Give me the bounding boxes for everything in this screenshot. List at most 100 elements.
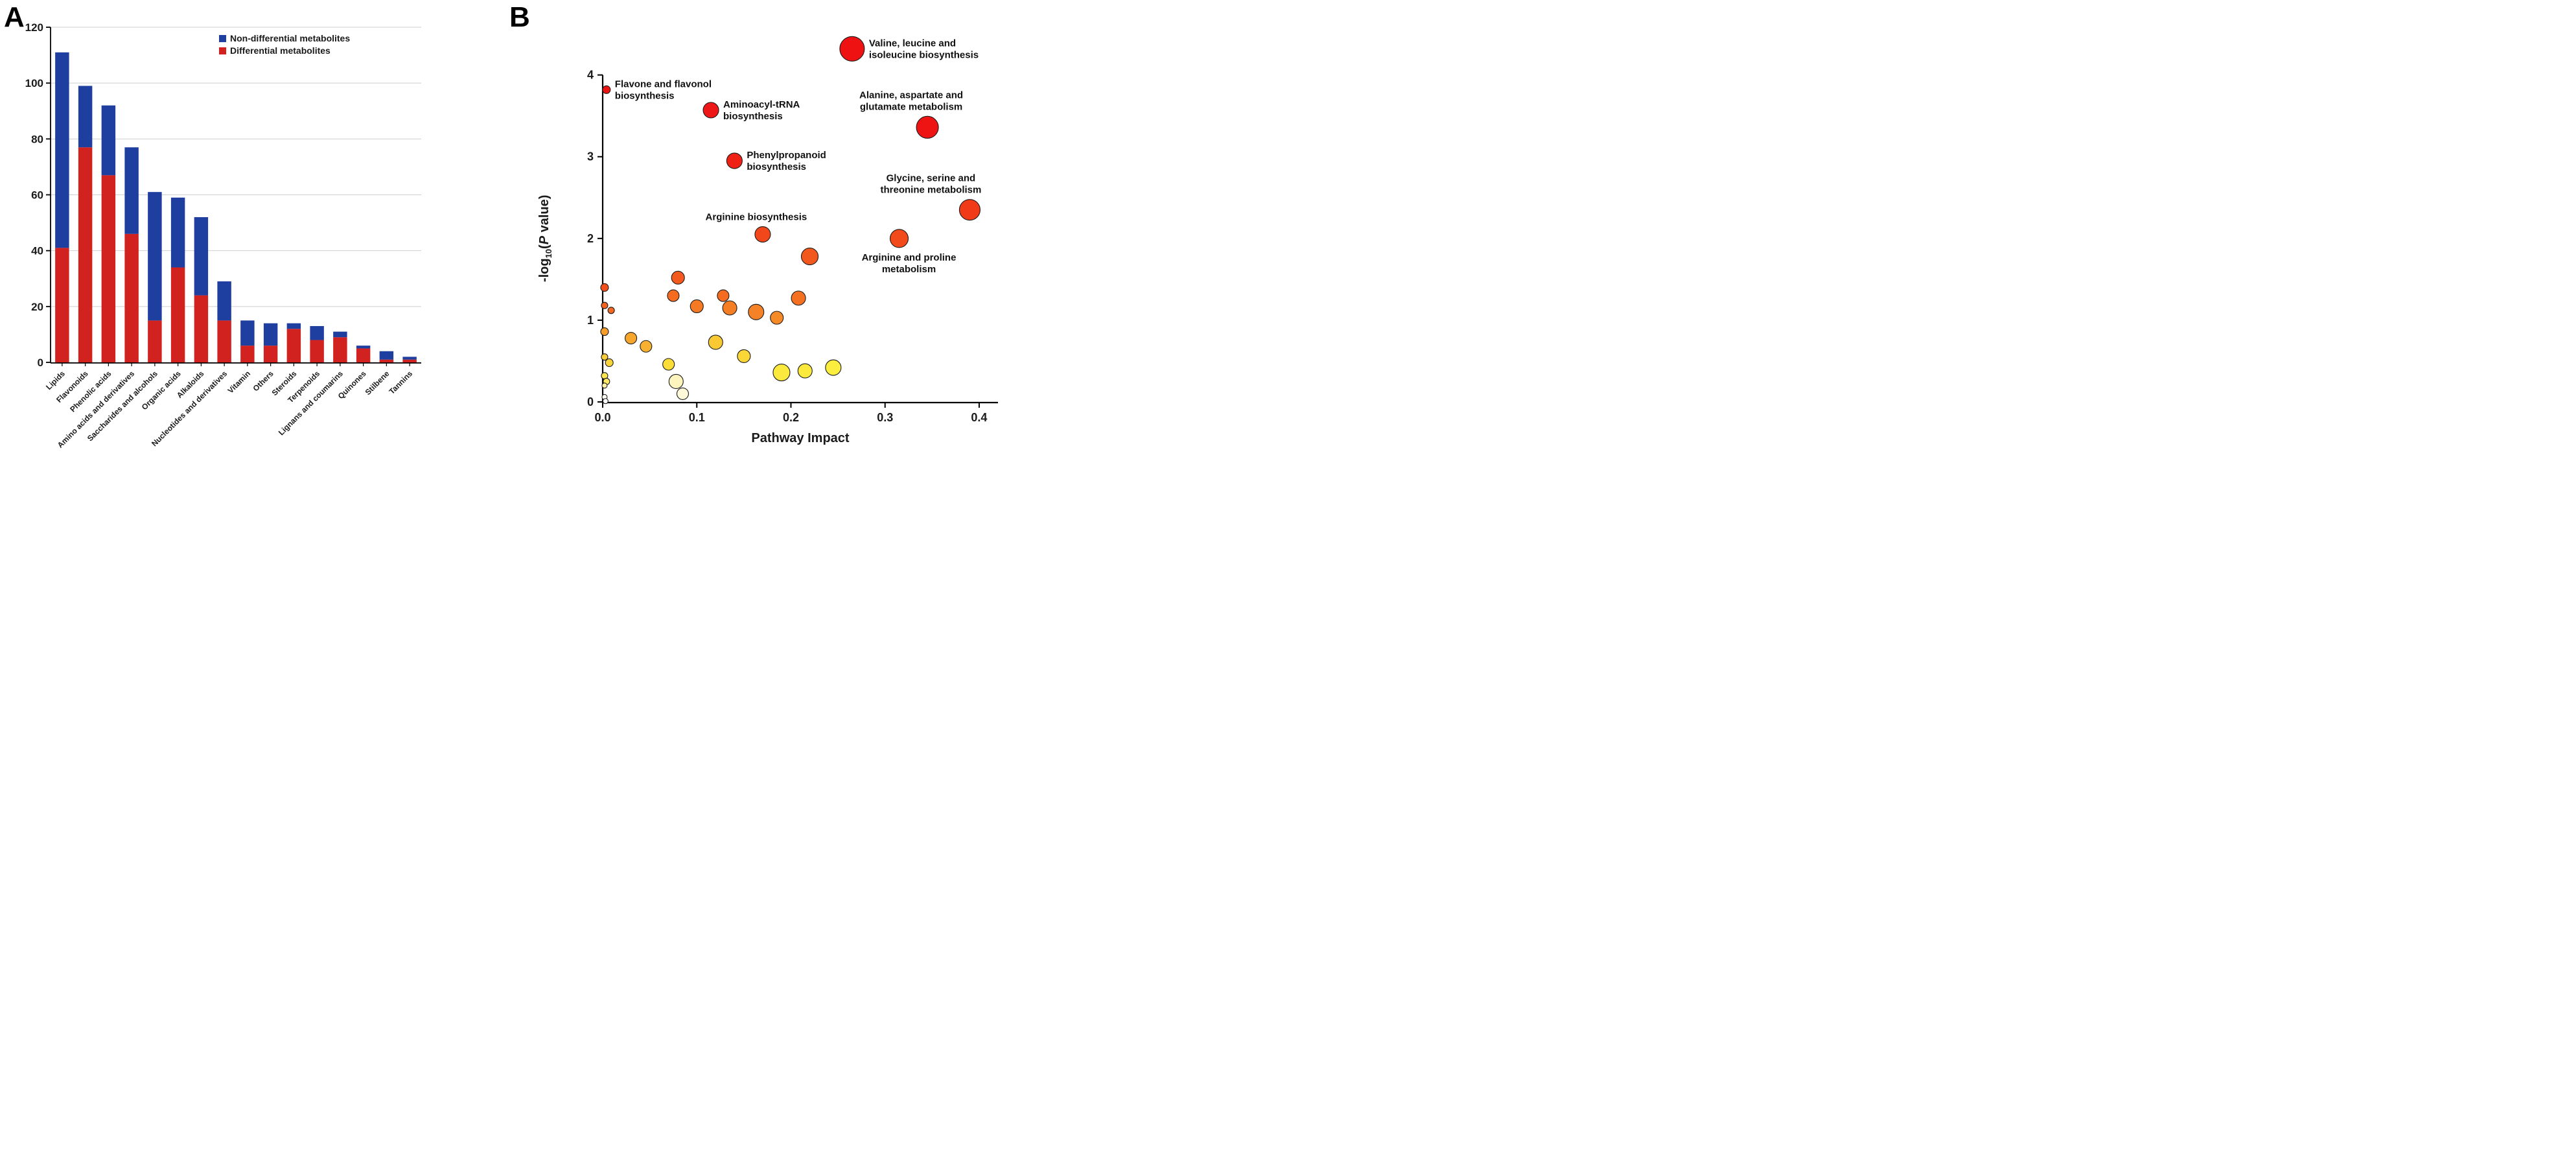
bar-segment-non-differential [194, 217, 209, 296]
pathway-label: metabolism [882, 264, 936, 275]
pathway-bubble [726, 152, 743, 169]
pathway-bubble [662, 358, 675, 371]
y-tick-label: 3 [587, 150, 594, 163]
legend-label-differential: Differential metabolites [230, 45, 331, 56]
pathway-label: Aminoacyl-tRNA [723, 99, 800, 110]
pathway-label: biosynthesis [723, 111, 783, 122]
pathway-bubble [601, 382, 608, 389]
pathway-bubble [825, 359, 842, 376]
legend-item-differential: Differential metabolites [219, 46, 350, 56]
pathway-bubble [702, 102, 719, 119]
pathway-bubble [640, 340, 653, 353]
pathway-bubble [600, 327, 609, 336]
pathway-bubble [889, 229, 909, 248]
pathway-bubble [671, 270, 685, 285]
pathway-bubble [800, 248, 819, 266]
pathway-bubble [605, 358, 614, 368]
panel-b: B 0.0 0.1 0.2 0.3 0.4 0 1 2 3 4 Pathway Impact -log… [505, 0, 1030, 469]
bar-segment-differential [170, 267, 185, 362]
bar-segment-non-differential [148, 192, 162, 321]
y-tick-label: 40 [31, 245, 43, 257]
pathway-label: biosynthesis [615, 90, 675, 101]
bar-segment-non-differential [124, 147, 139, 234]
bar-segment-differential [124, 233, 139, 362]
pathway-label: Arginine and proline [862, 252, 957, 263]
category-label: Stilbene [364, 369, 391, 397]
panel-a-label: A [4, 1, 25, 33]
y-axis-label: -log10(P value) [537, 195, 553, 283]
bar-segment-differential [194, 295, 209, 362]
pathway-label: glutamate metabolism [860, 101, 962, 112]
pathway-bubble [748, 303, 765, 320]
pathway-bubble [668, 373, 684, 390]
y-tick-label: 0 [38, 357, 43, 369]
bar-segment-non-differential [240, 320, 255, 346]
y-tick-label: 2 [587, 232, 594, 245]
pathway-bubble [754, 226, 771, 243]
x-tick-label: 0.3 [877, 411, 893, 424]
pathway-bubble [722, 300, 737, 316]
pathway-label: isoleucine biosynthesis [869, 49, 979, 60]
y-tick-label: 4 [587, 69, 594, 82]
y-tick-label: 120 [25, 21, 43, 34]
pathway-bubble [601, 301, 609, 309]
pathway-label: Phenylpropanoid [747, 150, 826, 161]
bar-segment-non-differential [170, 197, 185, 268]
bar-segment-non-differential [101, 105, 116, 176]
bar-segment-non-differential [78, 86, 93, 148]
panel-a-bar-chart: 020406080100120LipidsFlavonoidsPhenolic … [25, 21, 421, 450]
bar-segment-differential [286, 329, 301, 362]
panel-b-bubble-chart: 0.0 0.1 0.2 0.3 0.4 0 1 2 3 4 Pathway Impact -log10… [537, 36, 998, 445]
pathway-bubble [770, 311, 784, 325]
bar-segment-non-differential [286, 323, 301, 329]
bar-segment-differential [217, 320, 231, 362]
pathway-bubble [737, 349, 751, 363]
bar-segment-non-differential [217, 281, 231, 321]
x-tick-label: 0.2 [783, 411, 799, 424]
pathway-bubble [602, 85, 611, 94]
bar-segment-non-differential [356, 346, 371, 349]
pathway-bubble [772, 364, 791, 382]
pathway-bubble [791, 290, 806, 306]
bar-segment-differential [78, 147, 93, 362]
bar-segment-non-differential [402, 357, 417, 360]
x-axis-label: Pathway Impact [751, 431, 850, 445]
y-tick-label: 100 [25, 77, 43, 89]
pathway-label: threonine metabolism [880, 185, 981, 196]
legend-swatch-differential [219, 47, 226, 54]
bar-segment-non-differential [333, 331, 347, 338]
bar-segment-differential [240, 346, 255, 362]
pathway-label: Glycine, serine and [887, 173, 976, 184]
pathway-bubble [676, 387, 690, 400]
pathway-bubble [625, 332, 638, 345]
x-tick-label: 0.0 [594, 411, 610, 424]
legend-label-non-differential: Non-differential metabolites [230, 33, 351, 43]
x-tick-label: 0.4 [971, 411, 987, 424]
bar-segment-differential [310, 340, 324, 362]
bar-segment-non-differential [55, 52, 69, 248]
category-label: Vitamin [226, 369, 252, 395]
category-label: Tannins [387, 369, 414, 396]
legend: Non-differential metabolites Differentia… [219, 34, 350, 58]
pathway-bubble [717, 289, 730, 302]
bar-segment-non-differential [263, 323, 278, 346]
pathway-bubble [958, 199, 981, 221]
pathway-bubble [607, 307, 615, 314]
pathway-label: Arginine biosynthesis [706, 212, 807, 223]
legend-swatch-non-differential [219, 35, 226, 42]
pathway-label: Alanine, aspartate and [859, 89, 963, 100]
bar-segment-differential [379, 359, 394, 362]
category-label: Phenolic acids [68, 369, 113, 414]
bar-segment-differential [55, 248, 69, 362]
y-tick-label: 1 [587, 314, 594, 327]
y-tick-label: 0 [587, 395, 594, 408]
pathway-bubble [667, 289, 680, 302]
y-tick-label: 20 [31, 301, 43, 313]
pathway-bubble [839, 36, 865, 62]
bar-segment-differential [333, 337, 347, 362]
panel-b-label: B [509, 1, 530, 33]
pathway-bubble [690, 299, 704, 314]
bar-segment-non-differential [379, 351, 394, 360]
pathway-bubble [916, 115, 939, 139]
bar-segment-differential [356, 348, 371, 362]
